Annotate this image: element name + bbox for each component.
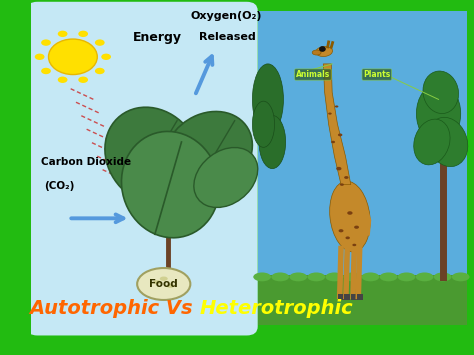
Ellipse shape xyxy=(95,39,105,46)
Ellipse shape xyxy=(78,77,88,83)
Ellipse shape xyxy=(137,268,191,300)
Text: Animals: Animals xyxy=(296,70,330,79)
Ellipse shape xyxy=(194,148,258,207)
Ellipse shape xyxy=(414,119,450,165)
Text: (CO₂): (CO₂) xyxy=(44,181,74,191)
Ellipse shape xyxy=(352,244,356,246)
Text: Carbon Dioxide: Carbon Dioxide xyxy=(41,157,131,166)
Ellipse shape xyxy=(344,176,348,179)
Ellipse shape xyxy=(344,273,361,281)
Ellipse shape xyxy=(423,71,458,114)
Ellipse shape xyxy=(316,47,333,56)
Bar xyxy=(75,293,429,325)
Ellipse shape xyxy=(452,273,470,281)
Ellipse shape xyxy=(121,131,219,238)
Text: Oxygen(O₂): Oxygen(O₂) xyxy=(191,11,262,21)
Bar xyxy=(258,11,467,325)
Ellipse shape xyxy=(328,113,332,115)
Text: Energy: Energy xyxy=(133,31,182,44)
FancyBboxPatch shape xyxy=(27,2,258,335)
Ellipse shape xyxy=(346,236,350,239)
Ellipse shape xyxy=(329,181,370,252)
Ellipse shape xyxy=(271,273,289,281)
Ellipse shape xyxy=(253,273,271,281)
Circle shape xyxy=(320,47,325,51)
Ellipse shape xyxy=(95,68,105,74)
Ellipse shape xyxy=(338,229,344,233)
Ellipse shape xyxy=(48,39,97,75)
Ellipse shape xyxy=(105,107,201,205)
Ellipse shape xyxy=(252,64,283,135)
Ellipse shape xyxy=(41,39,51,46)
Ellipse shape xyxy=(78,31,88,37)
Text: Food: Food xyxy=(149,279,178,289)
Ellipse shape xyxy=(336,167,341,170)
Ellipse shape xyxy=(335,105,338,108)
Ellipse shape xyxy=(326,273,343,281)
Ellipse shape xyxy=(308,273,325,281)
Text: Autotrophic Vs: Autotrophic Vs xyxy=(29,299,199,318)
Ellipse shape xyxy=(434,273,452,281)
Bar xyxy=(351,294,357,300)
Bar xyxy=(356,294,363,300)
Ellipse shape xyxy=(354,226,359,229)
Ellipse shape xyxy=(166,284,174,288)
Bar xyxy=(344,294,350,300)
Ellipse shape xyxy=(58,31,67,37)
Text: Plants: Plants xyxy=(363,70,391,79)
Ellipse shape xyxy=(347,211,353,215)
Bar xyxy=(338,294,344,300)
Ellipse shape xyxy=(340,183,344,186)
Ellipse shape xyxy=(338,133,342,136)
Ellipse shape xyxy=(362,273,379,281)
Ellipse shape xyxy=(290,273,307,281)
Ellipse shape xyxy=(427,118,468,166)
Ellipse shape xyxy=(153,280,161,284)
Ellipse shape xyxy=(380,273,397,281)
Ellipse shape xyxy=(101,54,111,60)
Ellipse shape xyxy=(58,77,67,83)
Text: Heterotrophic: Heterotrophic xyxy=(199,299,353,318)
Text: Released: Released xyxy=(199,32,256,42)
Ellipse shape xyxy=(160,277,168,281)
Ellipse shape xyxy=(164,111,252,194)
Ellipse shape xyxy=(416,273,433,281)
Bar xyxy=(258,275,467,325)
Ellipse shape xyxy=(312,50,321,55)
Ellipse shape xyxy=(41,68,51,74)
Ellipse shape xyxy=(416,83,461,144)
Ellipse shape xyxy=(331,141,335,143)
Ellipse shape xyxy=(398,273,415,281)
Polygon shape xyxy=(323,64,351,185)
Ellipse shape xyxy=(252,101,274,147)
Ellipse shape xyxy=(259,115,286,169)
Ellipse shape xyxy=(35,54,45,60)
